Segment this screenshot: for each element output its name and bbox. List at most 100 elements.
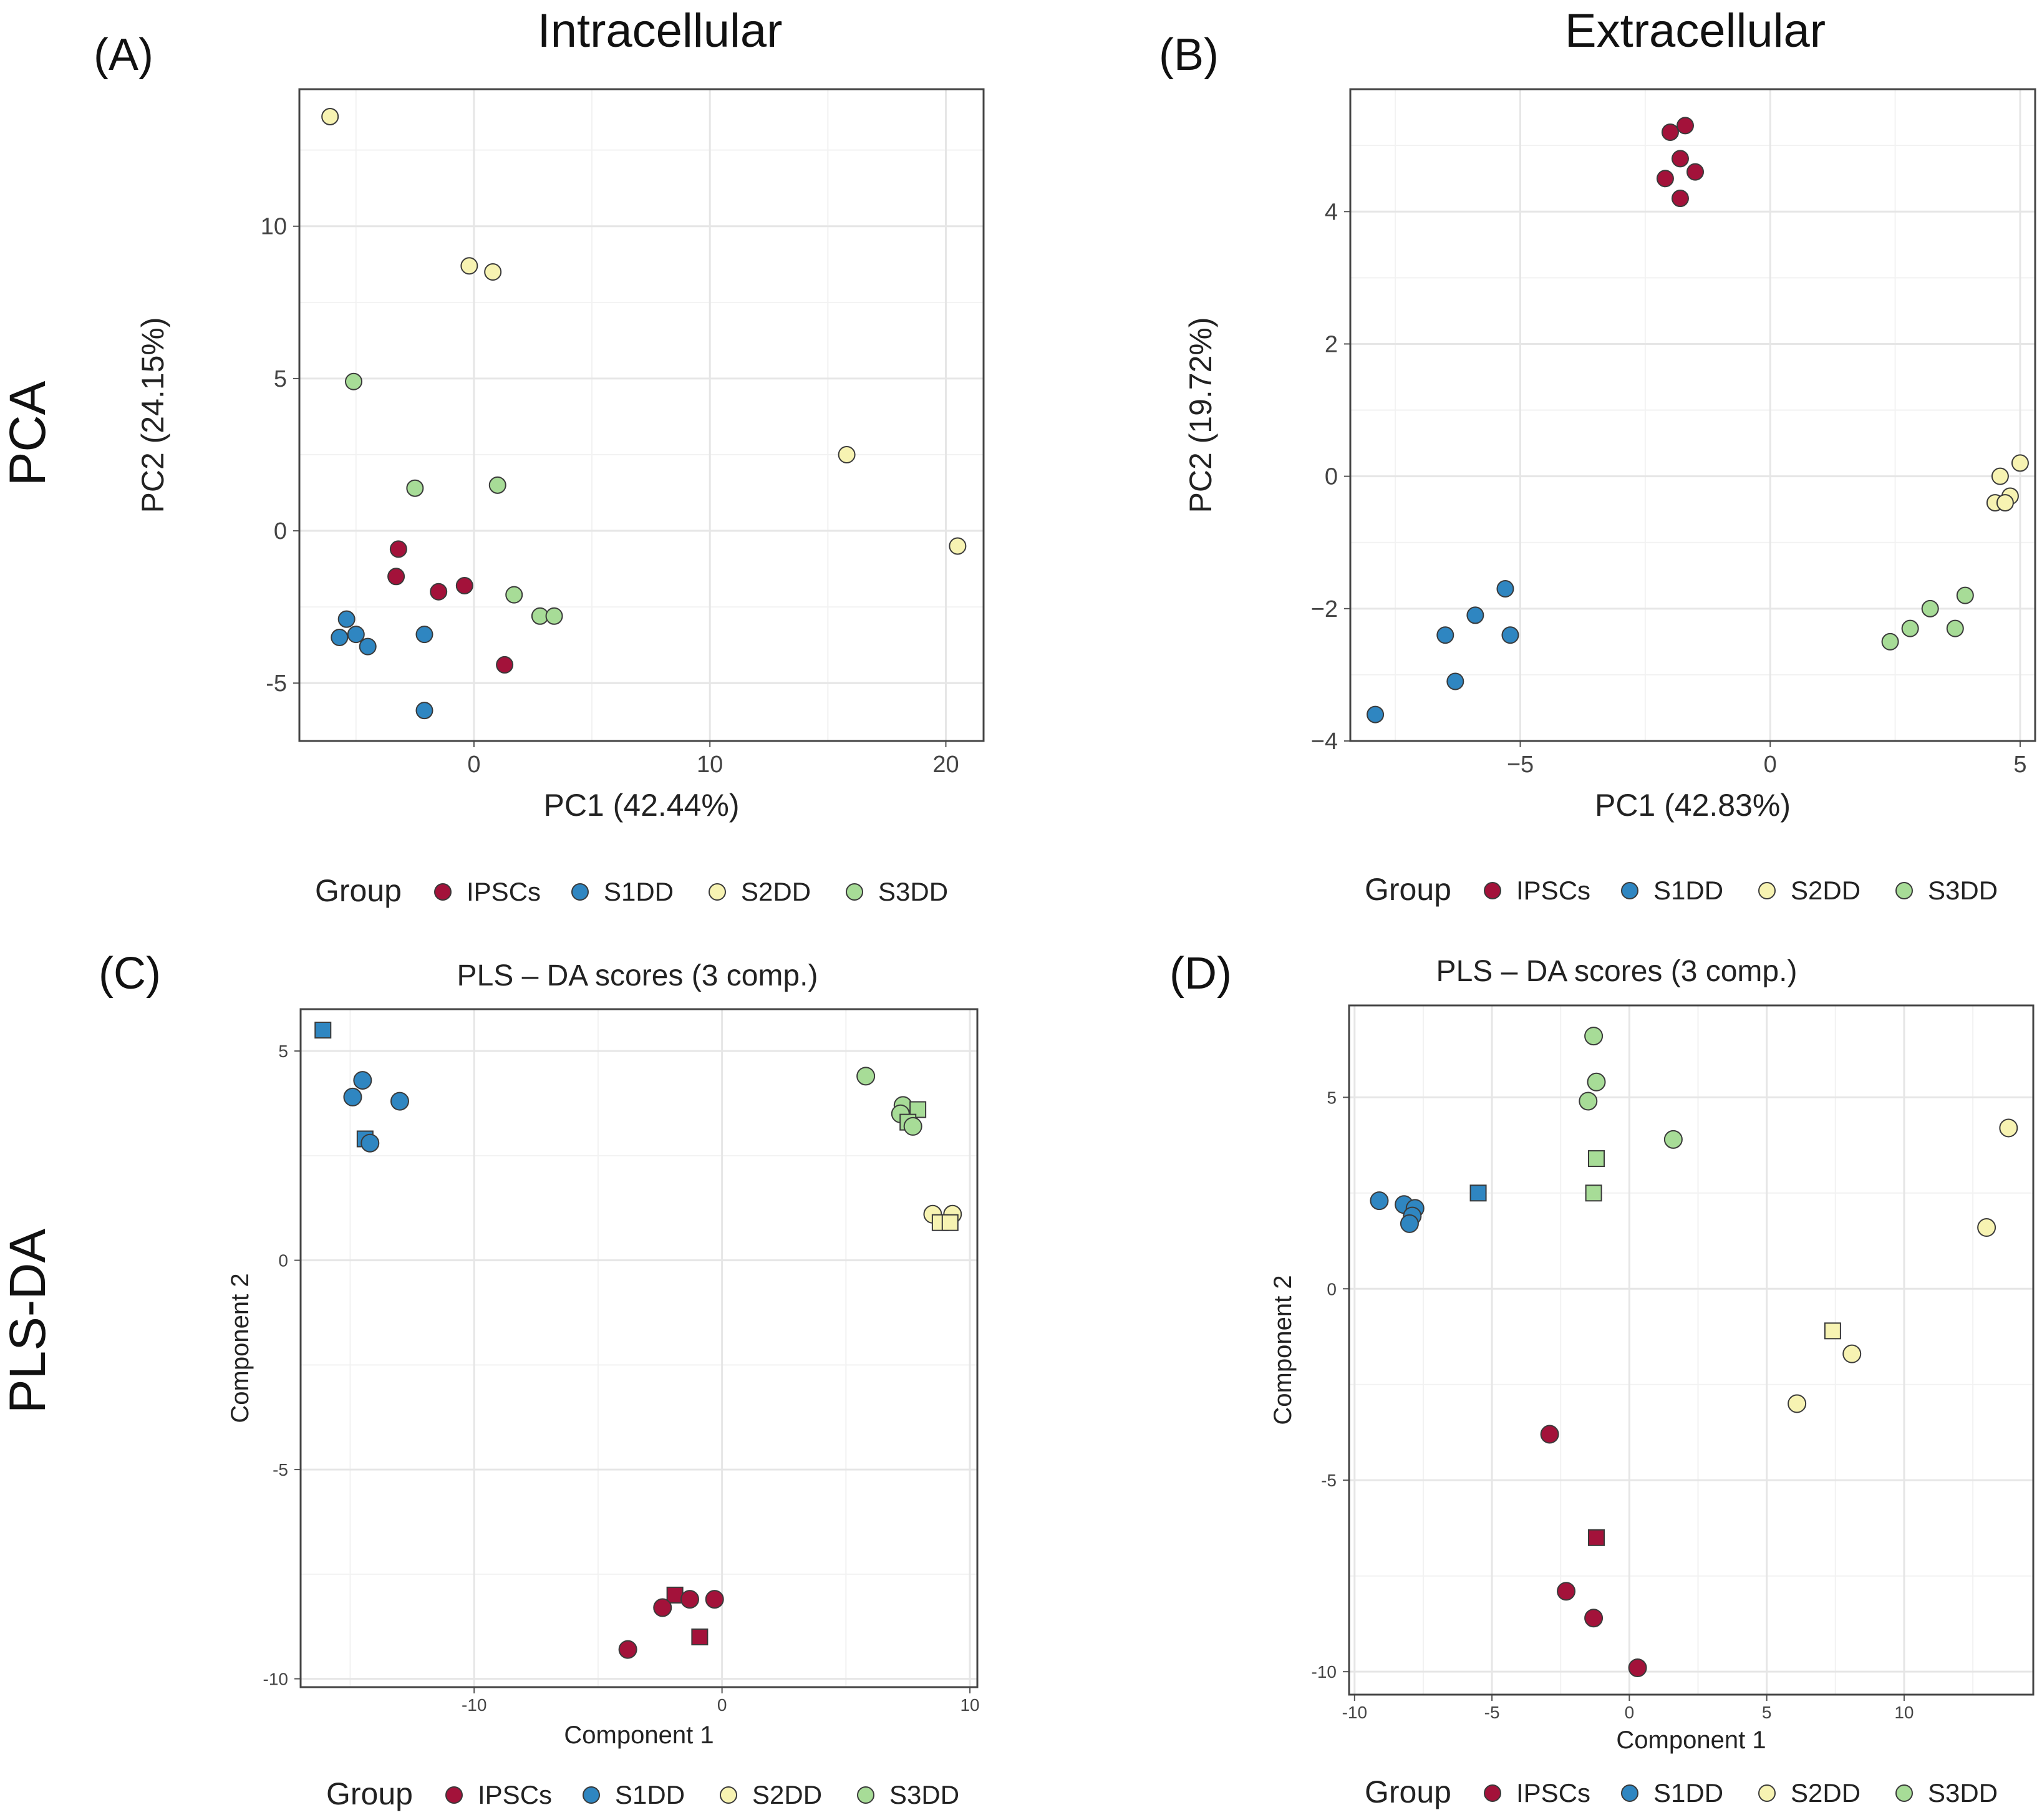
data-point-s1dd	[1446, 672, 1464, 690]
panel-letter-d: (D)	[1169, 949, 1232, 999]
legend-label-ipscs: IPSCs	[467, 877, 541, 906]
data-point-s3dd	[1921, 599, 1939, 617]
data-point-ipscs	[1656, 170, 1674, 188]
data-point-s2dd	[484, 263, 502, 281]
plot-background	[1350, 89, 2035, 741]
x-axis-title: Component 1	[1616, 1726, 1766, 1754]
data-point-ipscs	[387, 568, 405, 586]
panel-title-a: Intracellular	[538, 4, 783, 57]
data-point-ipscs	[1540, 1425, 1559, 1444]
data-point-s3dd	[1584, 1027, 1604, 1046]
data-point-s3dd	[1946, 619, 1964, 637]
panel-letter-a: (A)	[94, 30, 153, 80]
panel-letter-b: (B)	[1159, 30, 1219, 80]
legend-b: Group IPSCs S1DD S2DD S3DD	[1365, 872, 1998, 907]
x-tick-label: 10	[1894, 1703, 1914, 1722]
legend-a: Group IPSCs S1DD S2DD S3DD	[315, 873, 948, 908]
y-tick-label: 0	[278, 1251, 288, 1271]
y-tick-label: 5	[1327, 1088, 1337, 1107]
row-label-plsda: PLS-DA	[0, 1229, 56, 1414]
data-point-s1dd	[360, 1133, 380, 1153]
data-point-s2dd	[949, 537, 967, 555]
data-point-s3dd	[856, 1067, 876, 1086]
data-point-ipscs	[389, 540, 407, 558]
y-tick-label: −2	[1311, 596, 1338, 622]
legend-label-s1dd: S1DD	[1653, 876, 1723, 905]
data-point-ipscs	[1671, 150, 1689, 168]
legend-key-s1dd	[1621, 1784, 1638, 1802]
legend-key-s1dd	[571, 883, 589, 901]
data-point-s1dd	[1496, 579, 1514, 598]
legend-key-s3dd	[846, 883, 863, 901]
x-tick-label: -10	[462, 1695, 486, 1715]
data-point-s1dd	[337, 610, 356, 628]
data-point-s3dd	[345, 372, 363, 390]
legend-label-s2dd: S2DD	[741, 877, 811, 906]
legend-label-s2dd: S2DD	[1791, 1778, 1861, 1808]
data-point-s1dd	[1501, 626, 1519, 644]
data-point-s1dd	[359, 637, 377, 656]
data-point-s2dd-square	[1824, 1322, 1841, 1340]
plot-d-extracellular-plsda: -10 -5 0 5 10 -10 -5 0 5 Component 1 Component 2	[1269, 1004, 2035, 1754]
data-point-s1dd-square	[1469, 1184, 1487, 1202]
data-point-ipscs	[653, 1598, 672, 1617]
data-point-s3dd-square	[1585, 1184, 1602, 1202]
y-axis-title: Component 2	[1269, 1275, 1297, 1425]
y-tick-label: -10	[263, 1670, 288, 1689]
data-point-ipscs-square	[1588, 1529, 1605, 1546]
legend-key-s2dd	[1758, 1784, 1776, 1802]
legend-key-s3dd	[1895, 1784, 1913, 1802]
y-tick-label: -10	[1312, 1662, 1337, 1682]
data-point-s3dd-square	[1588, 1150, 1605, 1168]
x-axis-title: PC1 (42.83%)	[1595, 788, 1791, 823]
plot-background	[1349, 1005, 2033, 1695]
plot-background	[301, 1009, 977, 1687]
legend-key-s2dd	[720, 1786, 737, 1804]
data-point-s2dd	[460, 257, 478, 275]
data-point-s3dd	[505, 586, 523, 604]
y-tick-label: -5	[1321, 1471, 1337, 1490]
data-point-ipscs	[1584, 1609, 1604, 1628]
data-point-s1dd	[343, 1087, 362, 1106]
y-tick-label: 0	[1325, 464, 1338, 490]
data-point-s3dd	[1579, 1092, 1598, 1111]
data-point-s2dd-square	[941, 1214, 959, 1231]
legend-title: Group	[326, 1776, 413, 1811]
legend-key-s1dd	[1621, 882, 1638, 899]
plot-c-intracellular-plsda: -10 0 10 -10 -5 0 5 Component 1 Component 2	[226, 1008, 980, 1749]
legend-key-ipscs	[1484, 882, 1501, 899]
x-tick-label: 5	[1762, 1703, 1772, 1722]
legend-c: Group IPSCs S1DD S2DD S3DD	[326, 1776, 959, 1811]
plot-background	[299, 89, 984, 741]
plot-frame	[298, 88, 985, 742]
data-point-ipscs	[496, 656, 514, 674]
data-point-ipscs	[1557, 1582, 1576, 1601]
data-point-s2dd	[1999, 1118, 2018, 1138]
legend-key-s2dd	[1758, 882, 1776, 899]
row-label-pca: PCA	[0, 380, 56, 486]
plot-frame	[1349, 88, 2036, 742]
panel-letter-c: (C)	[99, 949, 161, 999]
panel-title-c: PLS – DA scores (3 comp.)	[457, 959, 818, 992]
x-tick-label: 20	[932, 752, 959, 778]
data-point-s3dd	[1587, 1072, 1606, 1092]
data-point-ipscs	[1628, 1658, 1647, 1678]
legend-key-ipscs	[1484, 1784, 1501, 1802]
plot-b-extracellular-pca: −5 0 5 −4 −2 0 2 4 PC1 (42.83%) PC2 (19.72%)	[1183, 88, 2036, 823]
legend-label-ipscs: IPSCs	[1516, 1778, 1590, 1808]
x-tick-label: -5	[1484, 1703, 1500, 1722]
data-point-ipscs	[705, 1590, 724, 1609]
y-tick-label: 0	[274, 518, 287, 545]
y-tick-label: 2	[1325, 331, 1338, 357]
data-point-s3dd	[1956, 586, 1974, 604]
x-axis-title: Component 1	[564, 1721, 714, 1749]
legend-label-s2dd: S2DD	[1791, 876, 1861, 905]
legend-key-ipscs	[445, 1786, 463, 1804]
legend-title: Group	[315, 873, 402, 908]
data-point-s3dd	[1663, 1130, 1683, 1149]
legend-label-s1dd: S1DD	[1653, 1778, 1723, 1808]
legend-key-s3dd	[1895, 882, 1913, 899]
y-tick-label: 0	[1327, 1279, 1337, 1299]
legend-label-ipscs: IPSCs	[478, 1780, 552, 1809]
data-point-ipscs	[618, 1640, 637, 1659]
